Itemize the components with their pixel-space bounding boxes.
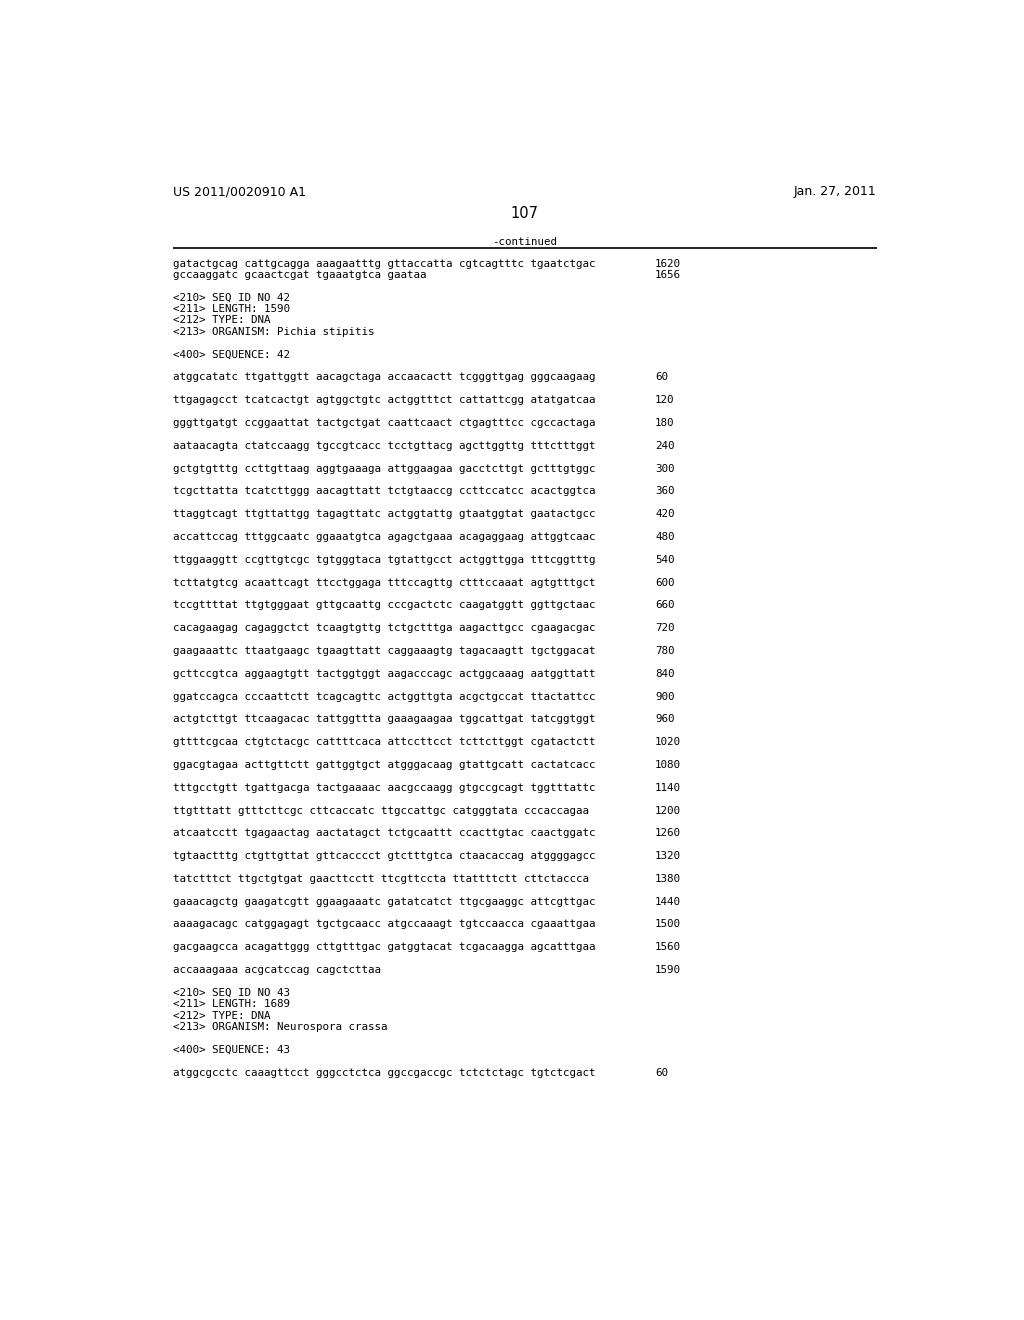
Text: 840: 840 — [655, 669, 675, 678]
Text: gccaaggatc gcaactcgat tgaaatgtca gaataa: gccaaggatc gcaactcgat tgaaatgtca gaataa — [173, 269, 426, 280]
Text: atcaatcctt tgagaactag aactatagct tctgcaattt ccacttgtac caactggatc: atcaatcctt tgagaactag aactatagct tctgcaa… — [173, 828, 595, 838]
Text: <210> SEQ ID NO 43: <210> SEQ ID NO 43 — [173, 987, 290, 998]
Text: gctgtgtttg ccttgttaag aggtgaaaga attggaagaa gacctcttgt gctttgtggc: gctgtgtttg ccttgttaag aggtgaaaga attggaa… — [173, 463, 595, 474]
Text: tcgcttatta tcatcttggg aacagttatt tctgtaaccg ccttccatcc acactggtca: tcgcttatta tcatcttggg aacagttatt tctgtaa… — [173, 486, 595, 496]
Text: Jan. 27, 2011: Jan. 27, 2011 — [794, 185, 877, 198]
Text: 1200: 1200 — [655, 805, 681, 816]
Text: aataacagta ctatccaagg tgccgtcacc tcctgttacg agcttggttg tttctttggt: aataacagta ctatccaagg tgccgtcacc tcctgtt… — [173, 441, 595, 451]
Text: ttgagagcct tcatcactgt agtggctgtc actggtttct cattattcgg atatgatcaa: ttgagagcct tcatcactgt agtggctgtc actggtt… — [173, 395, 595, 405]
Text: accattccag tttggcaatc ggaaatgtca agagctgaaa acagaggaag attggtcaac: accattccag tttggcaatc ggaaatgtca agagctg… — [173, 532, 595, 543]
Text: <211> LENGTH: 1689: <211> LENGTH: 1689 — [173, 999, 290, 1010]
Text: 960: 960 — [655, 714, 675, 725]
Text: ttggaaggtt ccgttgtcgc tgtgggtaca tgtattgcct actggttgga tttcggtttg: ttggaaggtt ccgttgtcgc tgtgggtaca tgtattg… — [173, 554, 595, 565]
Text: 1440: 1440 — [655, 896, 681, 907]
Text: <400> SEQUENCE: 42: <400> SEQUENCE: 42 — [173, 350, 290, 359]
Text: 1620: 1620 — [655, 259, 681, 268]
Text: 900: 900 — [655, 692, 675, 701]
Text: ttaggtcagt ttgttattgg tagagttatc actggtattg gtaatggtat gaatactgcc: ttaggtcagt ttgttattgg tagagttatc actggta… — [173, 510, 595, 519]
Text: 1260: 1260 — [655, 828, 681, 838]
Text: gcttccgtca aggaagtgtt tactggtggt aagacccagc actggcaaag aatggttatt: gcttccgtca aggaagtgtt tactggtggt aagaccc… — [173, 669, 595, 678]
Text: 1500: 1500 — [655, 920, 681, 929]
Text: gaaacagctg gaagatcgtt ggaagaaatc gatatcatct ttgcgaaggc attcgttgac: gaaacagctg gaagatcgtt ggaagaaatc gatatca… — [173, 896, 595, 907]
Text: 240: 240 — [655, 441, 675, 451]
Text: accaaagaaa acgcatccag cagctcttaa: accaaagaaa acgcatccag cagctcttaa — [173, 965, 381, 975]
Text: <210> SEQ ID NO 42: <210> SEQ ID NO 42 — [173, 293, 290, 302]
Text: tgtaactttg ctgttgttat gttcacccct gtctttgtca ctaacaccag atggggagcc: tgtaactttg ctgttgttat gttcacccct gtctttg… — [173, 851, 595, 861]
Text: ttgtttatt gtttcttcgc cttcaccatc ttgccattgc catgggtata cccaccagaa: ttgtttatt gtttcttcgc cttcaccatc ttgccatt… — [173, 805, 589, 816]
Text: 1140: 1140 — [655, 783, 681, 793]
Text: tccgttttat ttgtgggaat gttgcaattg cccgactctc caagatggtt ggttgctaac: tccgttttat ttgtgggaat gttgcaattg cccgact… — [173, 601, 595, 610]
Text: <213> ORGANISM: Neurospora crassa: <213> ORGANISM: Neurospora crassa — [173, 1022, 387, 1032]
Text: gacgaagcca acagattggg cttgtttgac gatggtacat tcgacaagga agcatttgaa: gacgaagcca acagattggg cttgtttgac gatggta… — [173, 942, 595, 952]
Text: gatactgcag cattgcagga aaagaatttg gttaccatta cgtcagtttc tgaatctgac: gatactgcag cattgcagga aaagaatttg gttacca… — [173, 259, 595, 268]
Text: 107: 107 — [511, 206, 539, 222]
Text: 1590: 1590 — [655, 965, 681, 975]
Text: tatctttct ttgctgtgat gaacttcctt ttcgttccta ttattttctt cttctaccca: tatctttct ttgctgtgat gaacttcctt ttcgttcc… — [173, 874, 589, 884]
Text: 540: 540 — [655, 554, 675, 565]
Text: 720: 720 — [655, 623, 675, 634]
Text: US 2011/0020910 A1: US 2011/0020910 A1 — [173, 185, 306, 198]
Text: ggatccagca cccaattctt tcagcagttc actggttgta acgctgccat ttactattcc: ggatccagca cccaattctt tcagcagttc actggtt… — [173, 692, 595, 701]
Text: 360: 360 — [655, 486, 675, 496]
Text: 1020: 1020 — [655, 737, 681, 747]
Text: gaagaaattc ttaatgaagc tgaagttatt caggaaagtg tagacaagtt tgctggacat: gaagaaattc ttaatgaagc tgaagttatt caggaaa… — [173, 645, 595, 656]
Text: atggcatatc ttgattggtt aacagctaga accaacactt tcgggttgag gggcaagaag: atggcatatc ttgattggtt aacagctaga accaaca… — [173, 372, 595, 383]
Text: cacagaagag cagaggctct tcaagtgttg tctgctttga aagacttgcc cgaagacgac: cacagaagag cagaggctct tcaagtgttg tctgctt… — [173, 623, 595, 634]
Text: 300: 300 — [655, 463, 675, 474]
Text: 660: 660 — [655, 601, 675, 610]
Text: 420: 420 — [655, 510, 675, 519]
Text: gggttgatgt ccggaattat tactgctgat caattcaact ctgagtttcc cgccactaga: gggttgatgt ccggaattat tactgctgat caattca… — [173, 418, 595, 428]
Text: 60: 60 — [655, 1068, 668, 1077]
Text: 180: 180 — [655, 418, 675, 428]
Text: 1560: 1560 — [655, 942, 681, 952]
Text: 780: 780 — [655, 645, 675, 656]
Text: -continued: -continued — [493, 238, 557, 247]
Text: 600: 600 — [655, 578, 675, 587]
Text: 120: 120 — [655, 395, 675, 405]
Text: atggcgcctc caaagttcct gggcctctca ggccgaccgc tctctctagc tgtctcgact: atggcgcctc caaagttcct gggcctctca ggccgac… — [173, 1068, 595, 1077]
Text: 1380: 1380 — [655, 874, 681, 884]
Text: <212> TYPE: DNA: <212> TYPE: DNA — [173, 1011, 270, 1020]
Text: 1080: 1080 — [655, 760, 681, 770]
Text: ggacgtagaa acttgttctt gattggtgct atgggacaag gtattgcatt cactatcacc: ggacgtagaa acttgttctt gattggtgct atgggac… — [173, 760, 595, 770]
Text: 60: 60 — [655, 372, 668, 383]
Text: <213> ORGANISM: Pichia stipitis: <213> ORGANISM: Pichia stipitis — [173, 327, 375, 337]
Text: 480: 480 — [655, 532, 675, 543]
Text: tttgcctgtt tgattgacga tactgaaaac aacgccaagg gtgccgcagt tggtttattc: tttgcctgtt tgattgacga tactgaaaac aacgcca… — [173, 783, 595, 793]
Text: 1656: 1656 — [655, 269, 681, 280]
Text: <211> LENGTH: 1590: <211> LENGTH: 1590 — [173, 304, 290, 314]
Text: aaaagacagc catggagagt tgctgcaacc atgccaaagt tgtccaacca cgaaattgaa: aaaagacagc catggagagt tgctgcaacc atgccaa… — [173, 920, 595, 929]
Text: 1320: 1320 — [655, 851, 681, 861]
Text: <212> TYPE: DNA: <212> TYPE: DNA — [173, 315, 270, 326]
Text: actgtcttgt ttcaagacac tattggttta gaaagaagaa tggcattgat tatcggtggt: actgtcttgt ttcaagacac tattggttta gaaagaa… — [173, 714, 595, 725]
Text: gttttcgcaa ctgtctacgc cattttcaca attccttcct tcttcttggt cgatactctt: gttttcgcaa ctgtctacgc cattttcaca attcctt… — [173, 737, 595, 747]
Text: tcttatgtcg acaattcagt ttcctggaga tttccagttg ctttccaaat agtgtttgct: tcttatgtcg acaattcagt ttcctggaga tttccag… — [173, 578, 595, 587]
Text: <400> SEQUENCE: 43: <400> SEQUENCE: 43 — [173, 1045, 290, 1055]
